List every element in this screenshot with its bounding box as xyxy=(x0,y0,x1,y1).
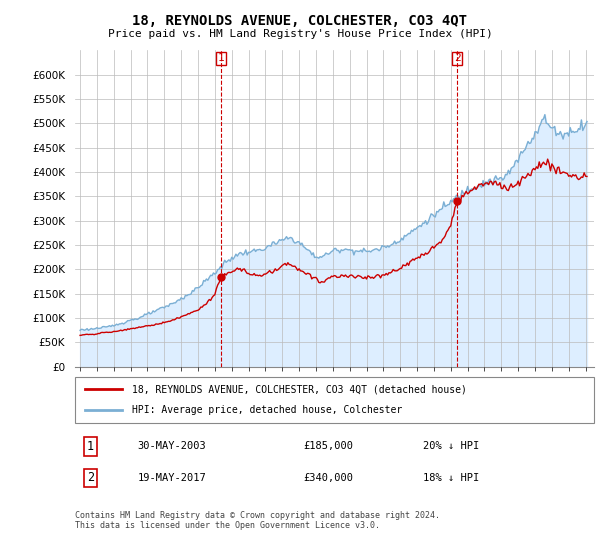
Text: 2: 2 xyxy=(454,53,461,63)
Text: 1: 1 xyxy=(218,53,224,63)
Text: £185,000: £185,000 xyxy=(304,441,353,451)
Text: 1: 1 xyxy=(87,440,94,453)
Text: 2: 2 xyxy=(87,472,94,484)
Text: 30-MAY-2003: 30-MAY-2003 xyxy=(137,441,206,451)
Text: £340,000: £340,000 xyxy=(304,473,353,483)
Text: HPI: Average price, detached house, Colchester: HPI: Average price, detached house, Colc… xyxy=(132,405,403,416)
Text: 18, REYNOLDS AVENUE, COLCHESTER, CO3 4QT (detached house): 18, REYNOLDS AVENUE, COLCHESTER, CO3 4QT… xyxy=(132,384,467,394)
Text: 19-MAY-2017: 19-MAY-2017 xyxy=(137,473,206,483)
Text: 18, REYNOLDS AVENUE, COLCHESTER, CO3 4QT: 18, REYNOLDS AVENUE, COLCHESTER, CO3 4QT xyxy=(133,14,467,28)
Text: 18% ↓ HPI: 18% ↓ HPI xyxy=(423,473,479,483)
Text: Price paid vs. HM Land Registry's House Price Index (HPI): Price paid vs. HM Land Registry's House … xyxy=(107,29,493,39)
Text: 20% ↓ HPI: 20% ↓ HPI xyxy=(423,441,479,451)
Text: Contains HM Land Registry data © Crown copyright and database right 2024.
This d: Contains HM Land Registry data © Crown c… xyxy=(75,511,440,530)
